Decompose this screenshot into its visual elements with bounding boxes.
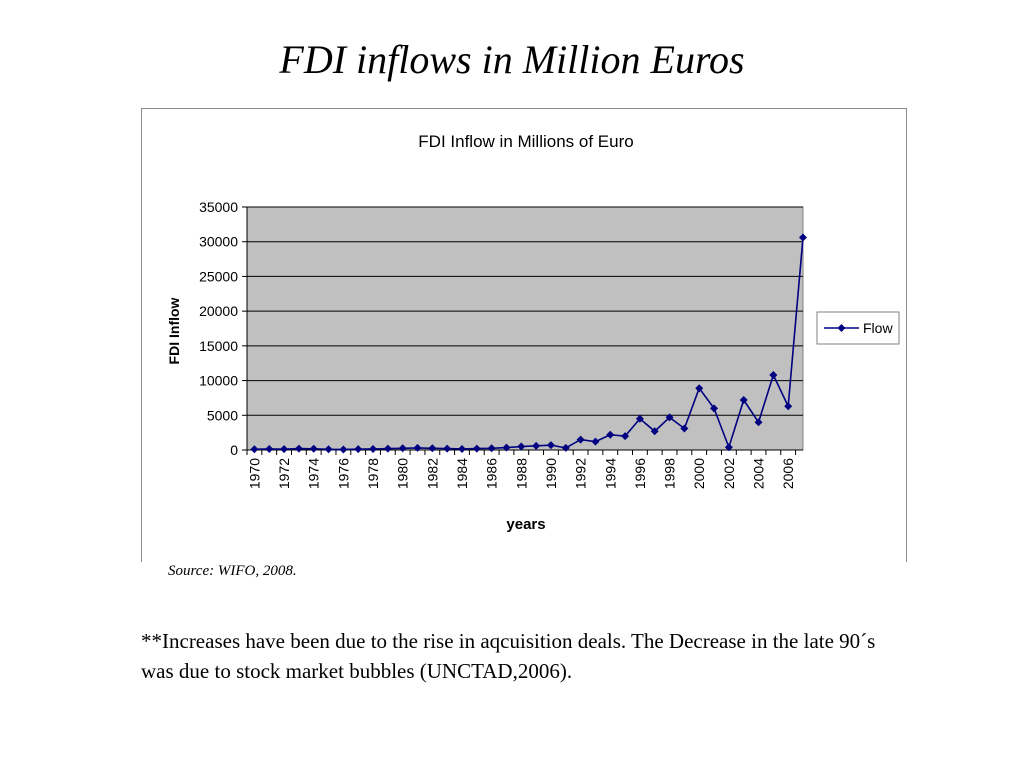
x-tick-label: 1996	[632, 458, 648, 489]
y-tick-label: 25000	[199, 268, 238, 284]
source-note: Source: WIFO, 2008.	[168, 563, 297, 579]
x-tick-label: 2000	[691, 458, 707, 489]
x-tick-label: 1988	[513, 458, 529, 489]
series-layer	[250, 233, 807, 454]
data-point	[665, 413, 674, 422]
x-tick-label: 1970	[246, 458, 262, 489]
y-tick-label: 35000	[199, 199, 238, 215]
y-tick-label: 15000	[199, 338, 238, 354]
x-axis-label: years	[506, 516, 545, 533]
y-tick-label: 0	[230, 442, 238, 458]
x-tick-label: 1976	[335, 458, 351, 489]
x-tick-label: 2004	[751, 458, 767, 489]
plot-area	[246, 206, 804, 451]
data-point	[250, 445, 259, 454]
data-point	[398, 444, 407, 453]
data-point	[309, 444, 318, 453]
y-tick-label: 20000	[199, 303, 238, 319]
x-tick-label: 1986	[484, 458, 500, 489]
data-point	[265, 444, 274, 453]
data-point	[799, 233, 807, 242]
data-point	[591, 437, 600, 446]
data-point	[606, 430, 615, 439]
data-point	[369, 444, 378, 453]
x-tick-label: 1972	[276, 458, 292, 489]
x-tick-label: 1994	[602, 458, 618, 489]
chart-title: FDI Inflow in Millions of Euro	[418, 132, 633, 151]
y-axis-label: FDI Inflow	[166, 297, 182, 364]
data-point	[354, 445, 363, 454]
y-tick-label: 10000	[199, 373, 238, 389]
x-tick-label: 1984	[454, 458, 470, 489]
data-point	[680, 424, 689, 433]
legend-label-flow: Flow	[863, 320, 893, 336]
data-point	[517, 442, 526, 451]
data-point	[428, 444, 437, 453]
data-point	[739, 396, 748, 405]
x-tick-label: 2006	[780, 458, 796, 489]
data-point	[294, 444, 303, 453]
data-point	[635, 414, 644, 423]
data-point	[324, 445, 333, 454]
data-point	[413, 443, 422, 452]
data-point	[280, 445, 289, 454]
data-point	[769, 371, 778, 380]
x-tick-label: 1992	[573, 458, 589, 489]
data-point	[561, 443, 570, 452]
y-tick-label: 5000	[207, 407, 238, 423]
data-point	[383, 444, 392, 453]
data-point	[695, 384, 704, 393]
data-point	[339, 445, 348, 454]
data-point	[710, 404, 719, 413]
grid-layer	[247, 206, 803, 416]
data-point	[532, 441, 541, 450]
data-point	[502, 443, 511, 452]
fdi-line-chart: FDI Inflow in Millions of Euro 0 5000 1000…	[166, 132, 900, 533]
footnote-text: **Increases have been due to the rise in…	[141, 629, 876, 683]
x-tick-label: 1990	[543, 458, 559, 489]
data-point	[754, 418, 763, 427]
slide-title: FDI inflows in Million Euros	[279, 37, 745, 82]
data-point	[621, 432, 630, 441]
chart-frame: FDI Inflow in Millions of Euro 0 5000 1000…	[141, 108, 907, 562]
data-point	[443, 444, 452, 453]
x-tick-label: 1974	[306, 458, 322, 489]
data-point	[472, 444, 481, 453]
x-tick-label: 1982	[424, 458, 440, 489]
data-point	[650, 427, 659, 436]
y-tick-label: 30000	[199, 234, 238, 250]
legend: Flow	[816, 311, 900, 345]
legend-swatch-marker	[837, 324, 846, 332]
x-tick-label: 1980	[395, 458, 411, 489]
data-point	[457, 444, 466, 453]
x-tick-label: 2002	[721, 458, 737, 489]
x-tick-label: 1978	[365, 458, 381, 489]
data-point	[724, 443, 733, 452]
data-point	[576, 435, 585, 444]
data-point	[784, 402, 793, 411]
x-tick-label: 1998	[662, 458, 678, 489]
data-point	[546, 441, 555, 450]
axis-layer: 0 5000 10000 15000 20000 25000 30000 35000 1970 1…	[199, 199, 803, 489]
data-point	[487, 444, 496, 453]
